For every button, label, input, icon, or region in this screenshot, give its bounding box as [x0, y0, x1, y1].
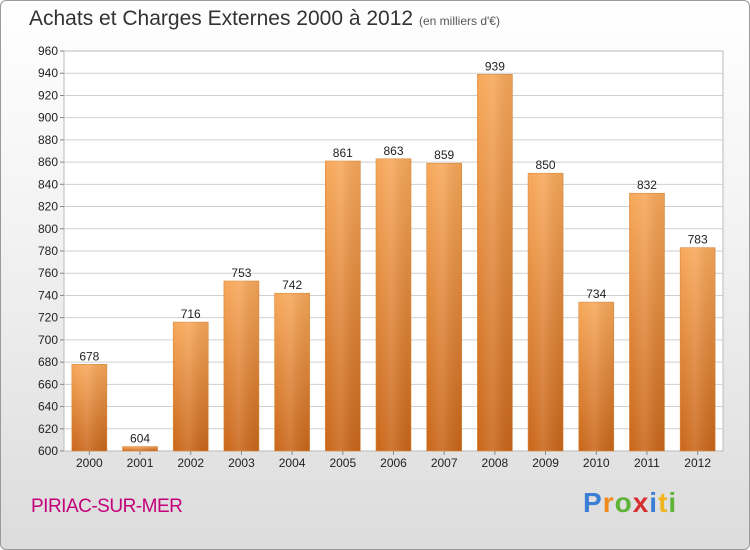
chart-title: Achats et Charges Externes 2000 à 2012 [29, 7, 414, 30]
x-tick-label-2007: 2007 [431, 456, 458, 470]
bar-shade-2000 [71, 364, 107, 451]
data-label-2009: 850 [536, 158, 556, 172]
bar-shade-2007 [426, 163, 462, 451]
y-tick-label: 740 [38, 288, 58, 302]
y-tick-label: 700 [38, 333, 58, 347]
y-tick-label: 780 [38, 244, 58, 258]
bars: 678 604 716 753 742 861 863 859 939 850 734 832 783 [71, 59, 716, 452]
x-tick-label-2011: 2011 [634, 456, 660, 470]
data-label-2010: 734 [586, 287, 606, 301]
city-name: PIRIAC-SUR-MER [31, 496, 183, 517]
x-tick-label-2006: 2006 [380, 456, 407, 470]
bar-shade-2001 [122, 446, 158, 451]
logo-letter: t [658, 487, 669, 518]
bar-shade-2002 [173, 322, 209, 451]
y-axis-ticks: 600 620 640 660 680 700 720 740 760 780 800 820 840 8… [38, 44, 64, 458]
y-tick-label: 620 [38, 422, 58, 436]
chart-subtitle: (en milliers d'€) [419, 14, 500, 28]
x-tick-label-2009: 2009 [532, 456, 559, 470]
data-label-2006: 863 [383, 144, 403, 158]
x-tick-label-2010: 2010 [583, 456, 610, 470]
y-tick-label: 840 [38, 177, 58, 191]
x-tick-label-2003: 2003 [228, 456, 255, 470]
bar-shade-2006 [376, 158, 411, 451]
bar-shade-2005 [325, 161, 361, 451]
x-tick-label-2002: 2002 [177, 456, 204, 470]
x-tick-label-2005: 2005 [329, 456, 356, 470]
bar-shade-2009 [528, 173, 564, 451]
logo-letter: i [649, 487, 659, 518]
x-tick-label-2012: 2012 [684, 456, 711, 470]
y-tick-label: 880 [38, 133, 58, 147]
data-label-2008: 939 [485, 59, 505, 73]
data-label-2007: 859 [434, 148, 454, 162]
data-label-2004: 742 [282, 278, 302, 292]
y-tick-label: 820 [38, 200, 58, 214]
y-tick-label: 860 [38, 155, 58, 169]
bar-shade-2003 [223, 281, 259, 451]
y-tick-label: 940 [38, 66, 58, 80]
y-tick-label: 600 [38, 444, 58, 458]
data-label-2005: 861 [333, 146, 353, 160]
y-tick-label: 920 [38, 88, 58, 102]
x-tick-label-2004: 2004 [279, 456, 306, 470]
x-tick-label-2000: 2000 [76, 456, 103, 470]
bar-shade-2011 [629, 193, 665, 451]
bar-chart: 600 620 640 660 680 700 720 740 760 780 800 820 840 8… [38, 44, 724, 470]
logo-letter: i [668, 487, 678, 518]
y-tick-label: 660 [38, 377, 58, 391]
x-tick-label-2001: 2001 [127, 456, 154, 470]
y-tick-label: 800 [38, 222, 58, 236]
logo-letter: o [614, 487, 633, 518]
bar-shade-2008 [477, 74, 513, 451]
data-label-2003: 753 [231, 266, 251, 280]
logo-letter: P [583, 487, 603, 518]
y-tick-label: 760 [38, 266, 58, 280]
y-tick-label: 960 [38, 44, 58, 58]
x-axis-ticks: 2000 2001 2002 2003 2004 2005 2006 2007 2008 2009… [76, 451, 711, 470]
y-tick-label: 640 [38, 400, 58, 414]
bar-shade-2004 [274, 293, 310, 451]
logo-letter: x [632, 487, 650, 518]
proxiti-logo: Proxiti [583, 487, 677, 519]
y-tick-label: 720 [38, 311, 58, 325]
data-label-2012: 783 [688, 233, 708, 247]
y-tick-label: 680 [38, 355, 58, 369]
bar-shade-2012 [680, 247, 716, 451]
data-label-2000: 678 [79, 349, 99, 363]
y-tick-label: 900 [38, 111, 58, 125]
data-label-2011: 832 [637, 178, 657, 192]
data-label-2001: 604 [130, 432, 150, 446]
bar-shade-2010 [578, 302, 614, 451]
x-tick-label-2008: 2008 [482, 456, 509, 470]
logo-letter: r [602, 487, 615, 518]
data-label-2002: 716 [181, 307, 201, 321]
